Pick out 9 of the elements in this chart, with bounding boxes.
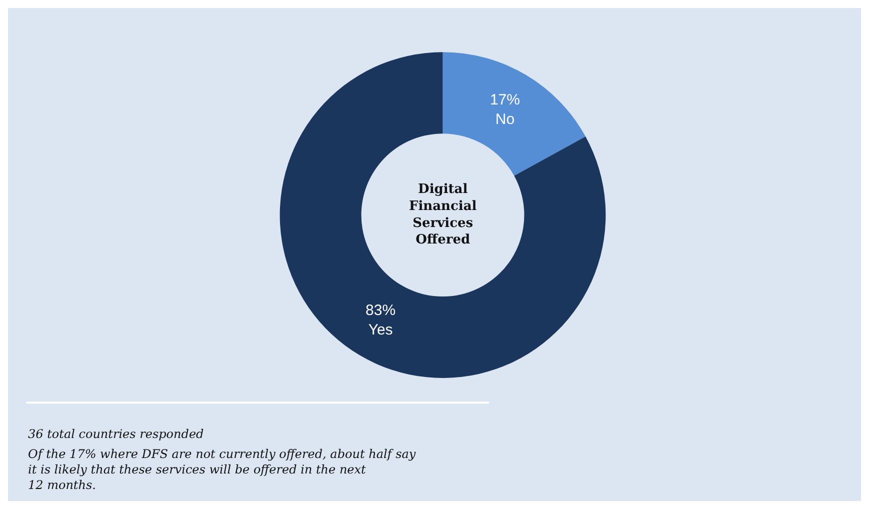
donut-slice xyxy=(280,52,606,378)
donut-slice xyxy=(442,52,586,176)
text: 36 total countries responded xyxy=(28,427,204,441)
data-label: 83% xyxy=(366,302,396,319)
text: Of the 17% where DFS are not currently offered, about half say it is likely that these services will be offered in the next 12 months. xyxy=(28,447,416,492)
slice-label: Yes xyxy=(368,321,393,338)
slice-label: No xyxy=(495,111,515,128)
data-label: 17% xyxy=(490,92,520,109)
text: Digital Financial Services Offered xyxy=(409,182,477,248)
